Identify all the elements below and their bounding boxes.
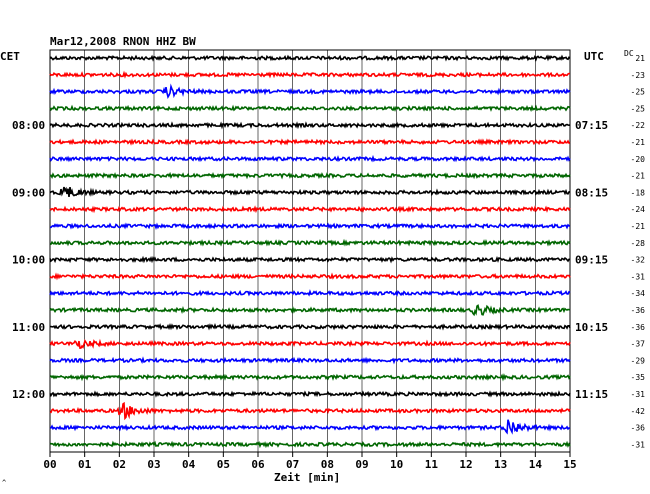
dc-offset-18: -29 [631,356,646,365]
x-tick-label-09: 09 [355,458,368,471]
left-time-label-1: 09:00 [12,186,45,199]
x-tick-label-14: 14 [529,458,543,471]
dc-offset-10: -21 [631,222,646,231]
left-time-label-3: 11:00 [12,321,45,334]
trace-14 [49,289,571,297]
dc-offset-0: 21 [635,54,645,63]
trace-20 [49,390,571,398]
x-tick-label-01: 01 [78,458,92,471]
left-timezone-label: CET [0,50,20,63]
right-time-label-1: 08:15 [575,186,608,199]
dc-offset-13: -31 [631,272,646,281]
left-time-label-2: 10:00 [12,254,45,267]
trace-11 [49,238,571,247]
x-tick-label-13: 13 [494,458,507,471]
plot-frame [49,49,571,453]
trace-21 [49,401,571,421]
x-tick-label-10: 10 [390,458,403,471]
right-time-label-2: 09:15 [575,254,608,267]
trace-2 [49,83,571,99]
dc-offset-22: -36 [631,424,646,433]
dc-offset-2: -25 [631,88,646,97]
trace-5 [49,138,571,146]
dc-offset-9: -24 [631,205,646,214]
dc-offset-17: -37 [631,340,646,349]
dc-offset-8: -18 [631,188,646,197]
x-tick-label-11: 11 [425,458,439,471]
trace-7 [49,171,571,180]
dc-offset-19: -35 [631,373,646,382]
dc-offset-21: -42 [631,407,646,416]
corner-mark: ^ [2,479,7,487]
x-tick-label-12: 12 [459,458,472,471]
dc-offset-11: -28 [631,239,646,248]
dc-offset-5: -21 [631,138,646,147]
trace-22 [49,419,571,435]
dc-offset-7: -21 [631,172,646,181]
trace-15 [49,304,571,317]
trace-1 [49,70,570,79]
dc-offset-6: -20 [631,155,646,164]
dc-offset-20: -31 [631,390,646,399]
trace-18 [49,356,571,365]
left-time-label-4: 12:00 [12,388,45,401]
trace-9 [49,205,571,214]
dc-offset-15: -36 [631,306,646,315]
x-axis-label: Zeit [min] [274,471,341,484]
trace-13 [49,272,571,281]
right-timezone-label: UTC [584,50,604,63]
x-tick-label-00: 00 [43,458,56,471]
chart-title: Mar12,2008 RNON HHZ BW [50,35,196,48]
x-tick-label-03: 03 [147,458,160,471]
x-tick-label-15: 15 [563,458,576,471]
trace-8 [49,186,571,197]
trace-19 [49,373,571,382]
dc-offset-12: -32 [631,256,646,265]
x-tick-label-08: 08 [321,458,334,471]
dc-offset-4: -22 [631,121,646,130]
dc-column-label: DC [624,49,634,58]
trace-12 [49,255,570,264]
trace-6 [49,154,571,163]
trace-23 [49,440,571,449]
trace-10 [50,222,571,230]
right-time-label-4: 11:15 [575,388,608,401]
dc-offset-16: -36 [631,323,646,332]
dc-offset-14: -34 [631,289,646,298]
trace-3 [49,104,571,113]
x-tick-label-05: 05 [217,458,230,471]
trace-0 [49,54,571,62]
dc-offset-3: -25 [631,104,646,113]
x-tick-label-04: 04 [182,458,196,471]
dc-offset-23: -31 [631,440,646,449]
dc-offset-1: -23 [631,71,646,80]
x-tick-label-06: 06 [251,458,265,471]
right-time-label-3: 10:15 [575,321,608,334]
trace-4 [49,121,571,130]
x-tick-label-07: 07 [286,458,299,471]
x-tick-label-02: 02 [113,458,126,471]
right-time-label-0: 07:15 [575,119,608,132]
left-time-label-0: 08:00 [12,119,45,132]
trace-16 [49,322,571,331]
trace-17 [49,338,571,349]
